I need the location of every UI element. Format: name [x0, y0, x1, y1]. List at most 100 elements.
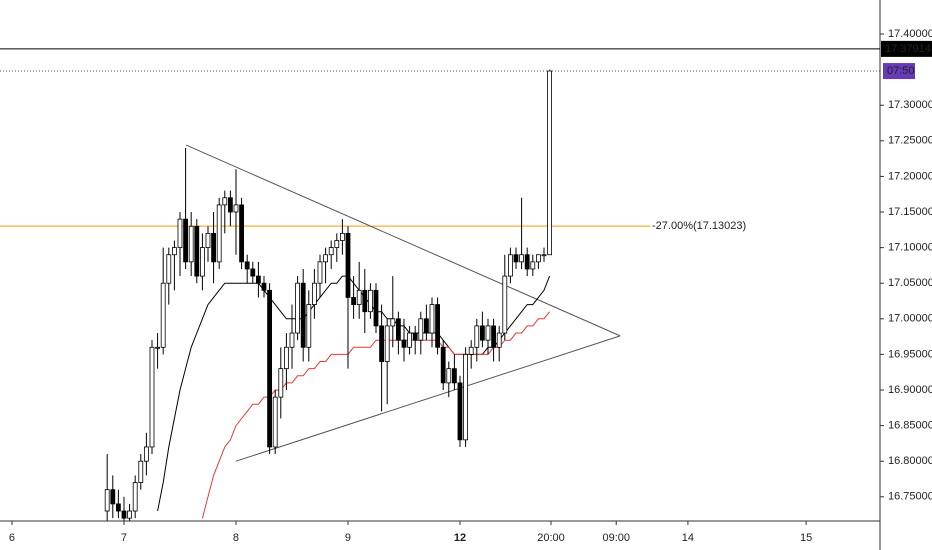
candle-body — [356, 289, 362, 305]
candle-body — [222, 197, 228, 206]
candle-body — [115, 503, 121, 512]
candle-body — [183, 218, 188, 263]
x-tick-label: 9 — [345, 532, 351, 544]
candle-body — [513, 254, 519, 263]
candle-body — [127, 510, 132, 519]
candle-body — [328, 247, 334, 256]
candle-body — [166, 254, 172, 284]
candle-body — [289, 332, 295, 348]
candle-body — [278, 368, 284, 398]
x-tick-label: 15 — [800, 532, 812, 544]
candle-body — [323, 254, 328, 263]
candle-body — [524, 254, 530, 270]
candle-body — [267, 289, 272, 448]
candle-body — [457, 382, 463, 441]
candle-body — [216, 204, 222, 263]
y-tick-label: 17.25000 — [888, 135, 932, 147]
candle-body — [468, 346, 474, 355]
candle-body — [110, 489, 116, 505]
trendline — [235, 335, 621, 462]
y-tick-label: 16.90000 — [888, 384, 932, 396]
candle-body — [367, 289, 373, 313]
candle-body — [384, 325, 390, 362]
candle-body — [407, 332, 412, 348]
x-tick-label: 20:00 — [537, 532, 565, 544]
candle-body — [379, 325, 384, 362]
candle-body — [429, 304, 435, 334]
candle-body — [530, 261, 536, 270]
candle-body — [423, 318, 429, 334]
candle-body — [440, 346, 446, 384]
candle-body — [255, 275, 261, 284]
y-tick-label: 17.15000 — [888, 206, 932, 218]
y-tick-label: 16.95000 — [888, 348, 932, 360]
candle-body — [463, 354, 468, 441]
candle-body — [451, 368, 457, 384]
candle-body — [479, 325, 485, 341]
candle-body — [401, 339, 407, 348]
candle-body — [547, 70, 552, 256]
level-label: -27.00%(17.13023) — [652, 220, 746, 232]
x-tick-label: 14 — [682, 532, 694, 544]
candle-body — [244, 261, 250, 270]
candle-body — [104, 489, 110, 512]
candle-body — [272, 396, 278, 448]
candle-body — [194, 225, 200, 277]
x-tick-label: 12 — [454, 532, 466, 544]
crosshair-label: 17.37914 — [885, 43, 931, 55]
candle-body — [496, 332, 502, 348]
candle-body — [295, 282, 300, 334]
candle-body — [132, 482, 138, 512]
candle-body — [177, 218, 183, 249]
candle-body — [390, 318, 396, 327]
candle-body — [418, 318, 424, 341]
plot-area — [0, 69, 650, 521]
candle-body — [261, 282, 267, 291]
candle-body — [283, 346, 289, 370]
candle-body — [205, 232, 211, 249]
candle-body — [412, 332, 418, 341]
countdown-label: 07:50 — [887, 65, 915, 77]
candle-body — [334, 240, 340, 249]
y-tick-label: 17.20000 — [888, 170, 932, 182]
candle-body — [188, 225, 194, 263]
candle-body — [211, 232, 216, 263]
candle-body — [306, 304, 312, 348]
y-tick-label: 16.75000 — [888, 491, 932, 503]
candle-body — [149, 346, 155, 448]
candle-body — [155, 346, 160, 349]
candle-body — [373, 289, 379, 327]
candle-body — [395, 318, 401, 341]
candle-body — [239, 204, 244, 263]
candle-body — [541, 254, 547, 257]
candle-body — [300, 282, 306, 348]
candle-body — [233, 204, 239, 213]
y-tick-label: 16.80000 — [888, 455, 932, 467]
candle-body — [535, 254, 541, 263]
x-tick-label: 7 — [121, 532, 127, 544]
candle-body — [311, 282, 317, 305]
candle-body — [339, 232, 345, 241]
countdown-box — [883, 63, 915, 80]
candle-body — [138, 460, 144, 483]
candle-body — [121, 510, 127, 519]
moving-average — [201, 311, 550, 519]
candle-body — [502, 275, 508, 334]
crosshair-box — [881, 40, 932, 57]
candle-body — [143, 446, 149, 462]
candle-body — [485, 325, 491, 341]
candle-body — [362, 289, 368, 313]
candle-body — [160, 282, 166, 348]
candle-body — [446, 368, 452, 384]
y-tick-label: 17.05000 — [888, 277, 932, 289]
candle-body — [227, 197, 233, 213]
trendline — [185, 144, 621, 337]
y-tick-label: 16.85000 — [888, 420, 932, 432]
x-tick-label: 8 — [233, 532, 239, 544]
y-tick-label: 17.00000 — [888, 313, 932, 325]
x-tick-label: 09:00 — [602, 532, 630, 544]
candle-body — [474, 325, 480, 348]
candle-body — [199, 247, 205, 277]
